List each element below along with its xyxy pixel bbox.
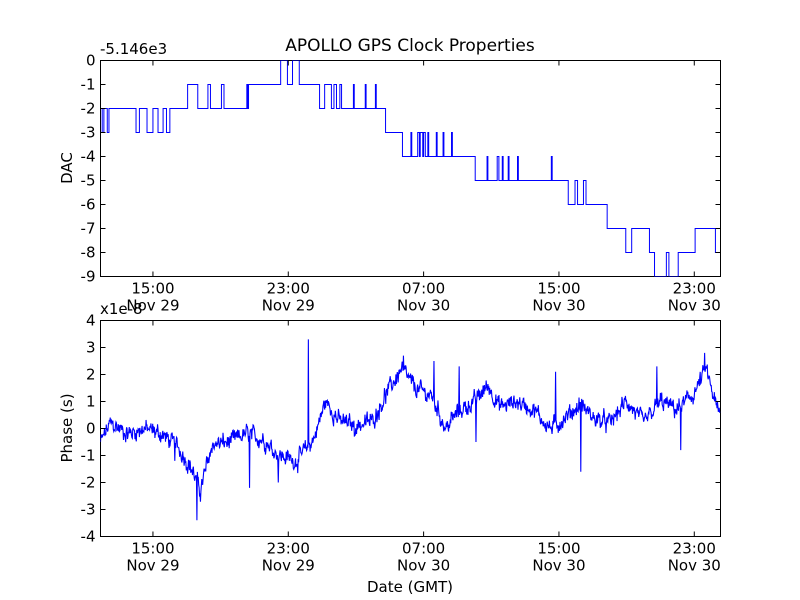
phase-x-tick-label-time: 15:00	[131, 540, 174, 558]
phase-series-line	[100, 339, 721, 521]
phase-x-tick-label-time: 15:00	[537, 540, 580, 558]
dac-y-tick-label: -7	[81, 220, 96, 238]
phase-y-tick-label: -2	[81, 474, 96, 492]
phase-y-tick-label: 4	[86, 312, 96, 330]
phase-x-tick-label-date: Nov 29	[126, 557, 179, 575]
phase-y-tick-label: -1	[81, 447, 96, 465]
phase-x-tick-label-date: Nov 30	[668, 557, 721, 575]
phase-y-tick-label: 1	[86, 393, 96, 411]
dac-x-tick-label-date: Nov 30	[397, 297, 450, 315]
phase-x-tick-label-time: 07:00	[402, 540, 445, 558]
dac-y-tick-label: -5	[81, 172, 96, 190]
dac-x-tick-label-date: Nov 29	[262, 297, 315, 315]
dac-x-tick-label-date: Nov 30	[668, 297, 721, 315]
dac-y-tick-label: -9	[81, 268, 96, 286]
phase-plot-area	[100, 320, 721, 537]
phase-x-tick-label-date: Nov 29	[262, 557, 315, 575]
dac-y-tick-label: -2	[81, 100, 96, 118]
dac-offset-label: -5.146e3	[100, 40, 167, 58]
phase-y-tick-label: -3	[81, 501, 96, 519]
chart-title: APOLLO GPS Clock Properties	[285, 36, 535, 56]
dac-x-tick-label-time: 15:00	[537, 280, 580, 298]
dac-y-tick-label: 0	[86, 52, 96, 70]
dac-series-line	[100, 60, 717, 277]
phase-x-tick-label-time: 23:00	[267, 540, 310, 558]
dac-y-tick-label: -6	[81, 196, 96, 214]
phase-y-axis-label: Phase (s)	[58, 393, 76, 462]
dac-y-axis-label: DAC	[58, 152, 76, 184]
dac-y-tick-label: -3	[81, 124, 96, 142]
phase-offset-label: x1e-8	[100, 300, 143, 318]
dac-x-tick-label-time: 23:00	[673, 280, 716, 298]
dac-x-tick-label-date: Nov 30	[532, 297, 585, 315]
dac-x-tick-label-time: 15:00	[131, 280, 174, 298]
dac-x-tick-label-time: 23:00	[267, 280, 310, 298]
phase-x-tick-label-time: 23:00	[673, 540, 716, 558]
phase-y-tick-label: 2	[86, 366, 96, 384]
phase-y-tick-label: -4	[81, 528, 96, 546]
phase-x-tick-label-date: Nov 30	[532, 557, 585, 575]
dac-y-tick-label: -4	[81, 148, 96, 166]
phase-y-tick-label: 0	[86, 420, 96, 438]
phase-x-tick-label-date: Nov 30	[397, 557, 450, 575]
dac-x-tick-label-date: Nov 29	[126, 297, 179, 315]
phase-y-tick-label: 3	[86, 339, 96, 357]
x-axis-label: Date (GMT)	[367, 578, 453, 596]
dac-x-tick-label-time: 07:00	[402, 280, 445, 298]
dac-plot-area	[100, 60, 721, 277]
dac-y-tick-label: -8	[81, 244, 96, 262]
dac-y-tick-label: -1	[81, 76, 96, 94]
